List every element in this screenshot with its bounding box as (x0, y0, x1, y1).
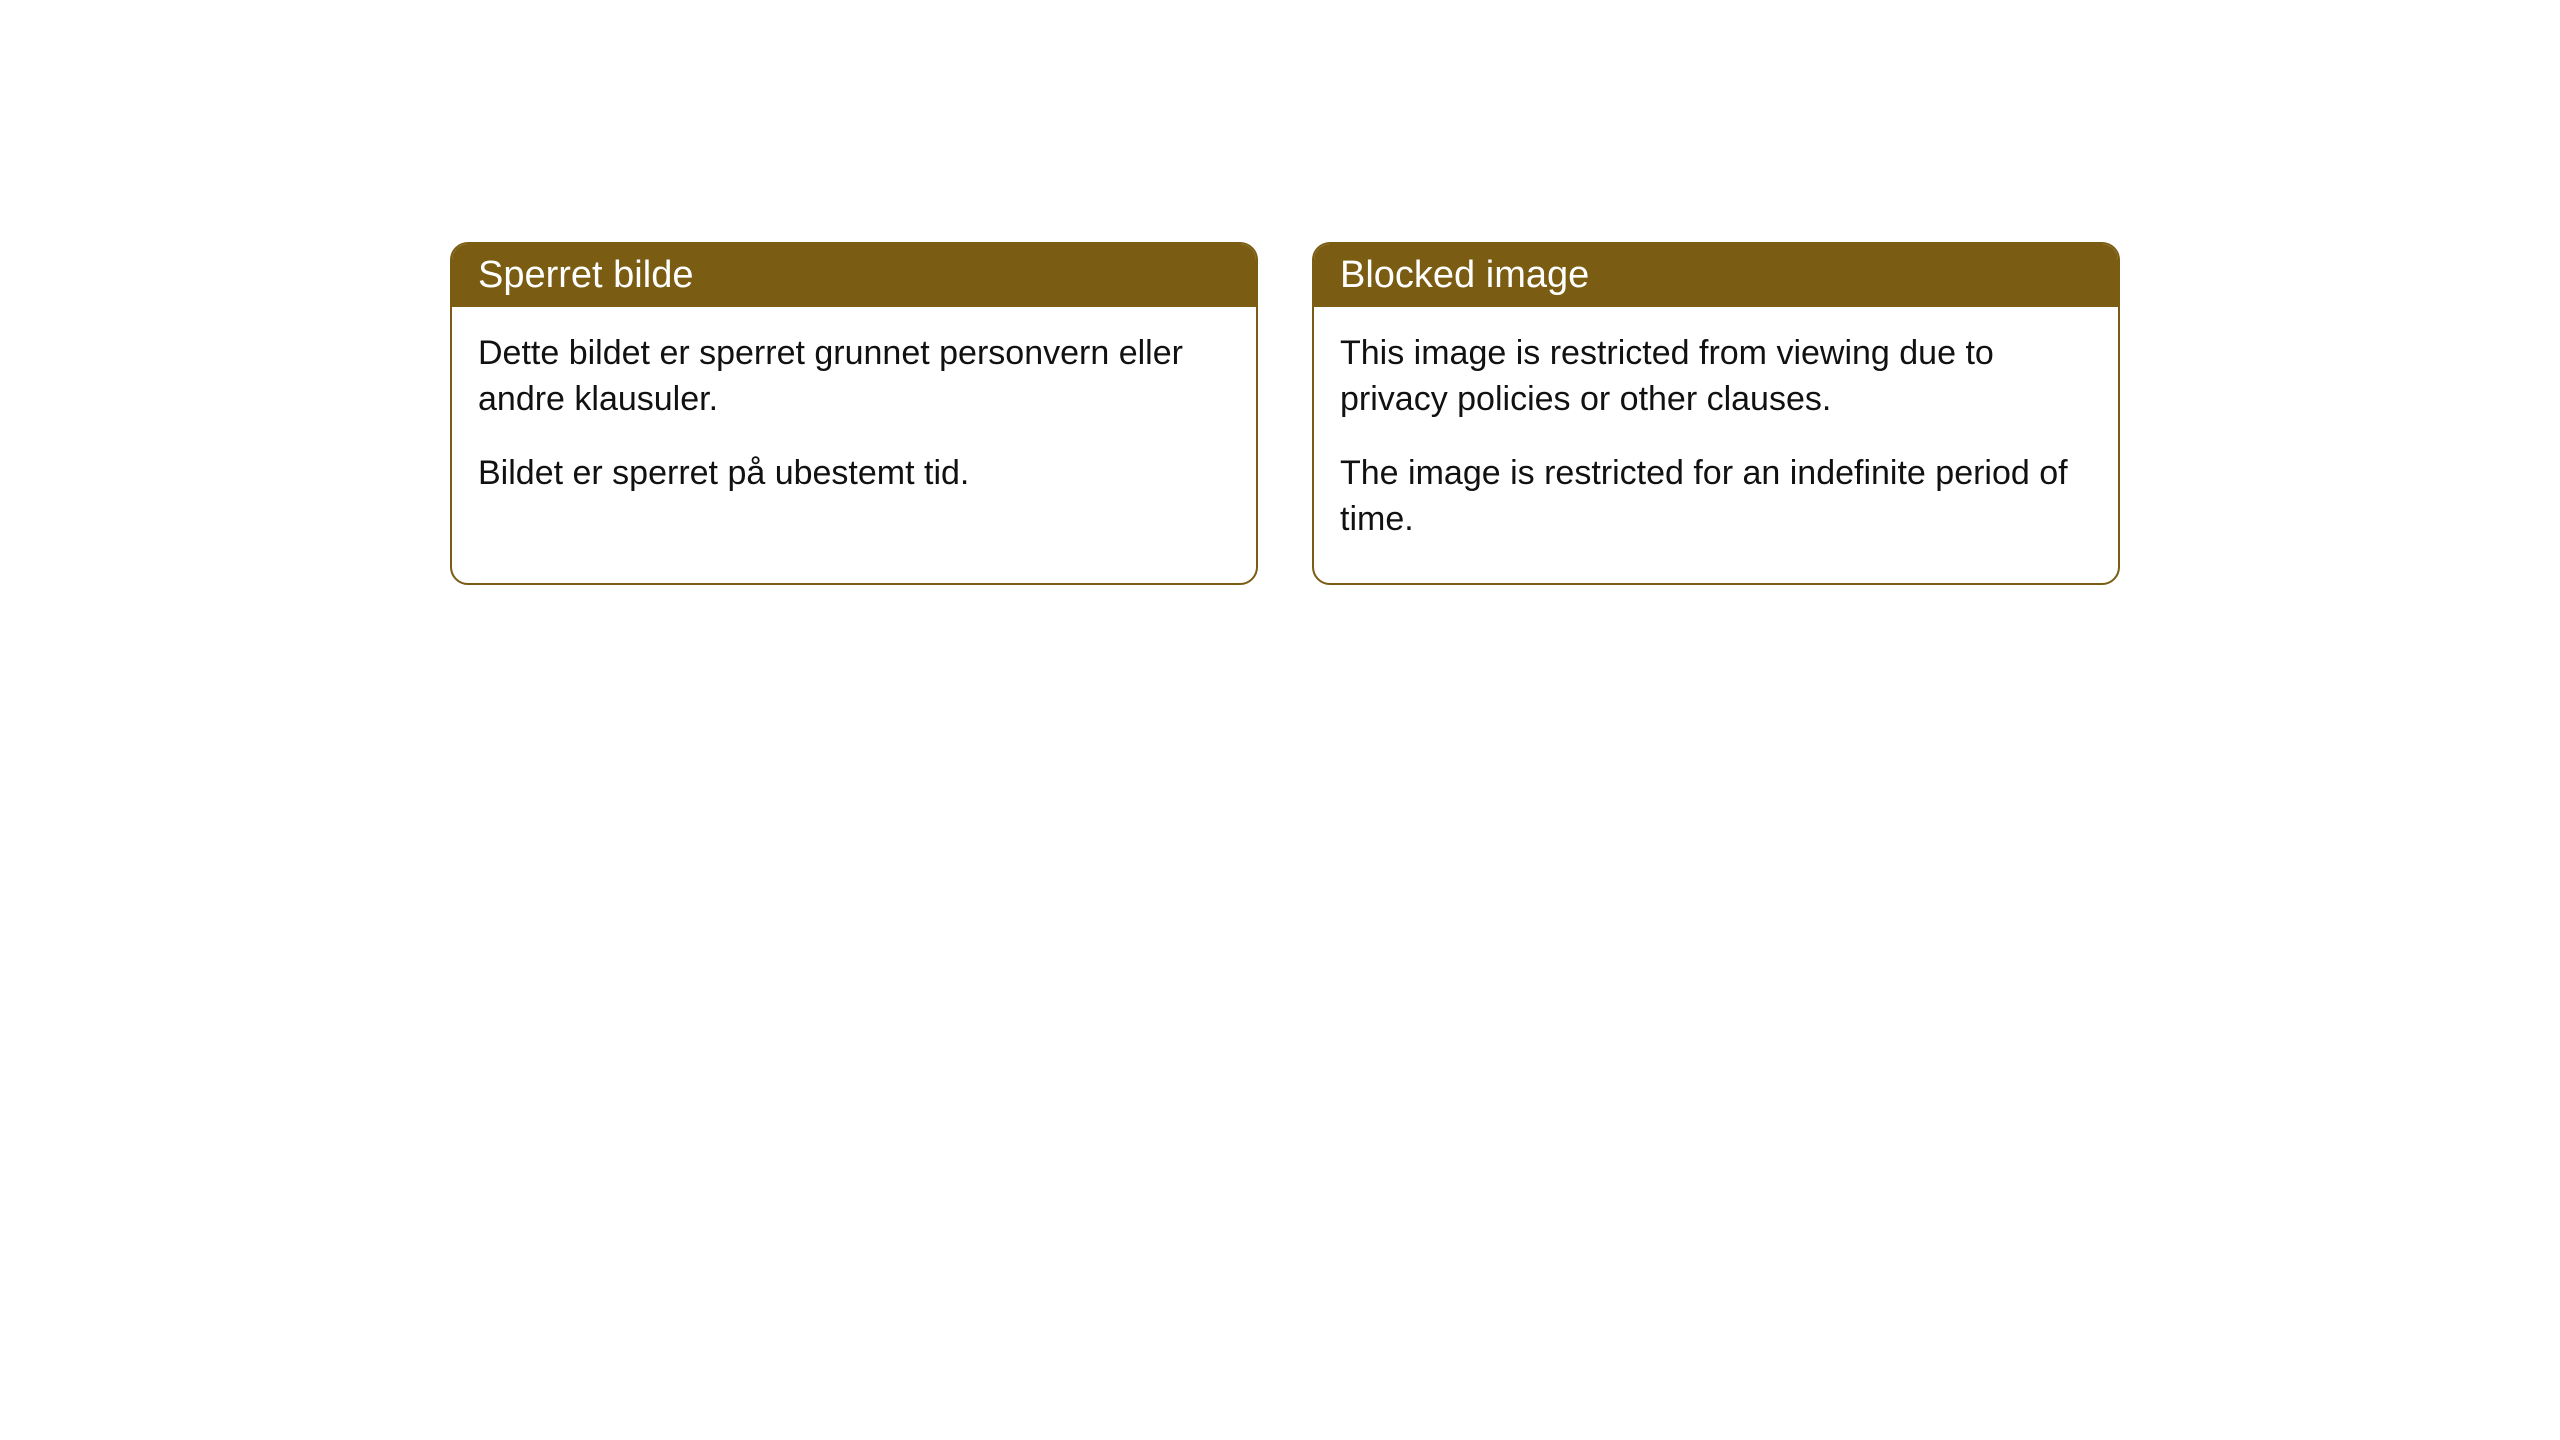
card-paragraph: This image is restricted from viewing du… (1340, 331, 2092, 423)
card-body: This image is restricted from viewing du… (1314, 307, 2118, 583)
card-title: Sperret bilde (478, 254, 693, 296)
card-body: Dette bildet er sperret grunnet personve… (452, 307, 1256, 537)
card-title: Blocked image (1340, 254, 1589, 296)
card-header: Blocked image (1314, 244, 2118, 307)
notice-card-norwegian: Sperret bilde Dette bildet er sperret gr… (450, 242, 1258, 585)
card-header: Sperret bilde (452, 244, 1256, 307)
notice-card-english: Blocked image This image is restricted f… (1312, 242, 2120, 585)
card-paragraph: The image is restricted for an indefinit… (1340, 451, 2092, 543)
card-paragraph: Bildet er sperret på ubestemt tid. (478, 451, 1230, 497)
notice-cards-container: Sperret bilde Dette bildet er sperret gr… (0, 0, 2560, 585)
card-paragraph: Dette bildet er sperret grunnet personve… (478, 331, 1230, 423)
